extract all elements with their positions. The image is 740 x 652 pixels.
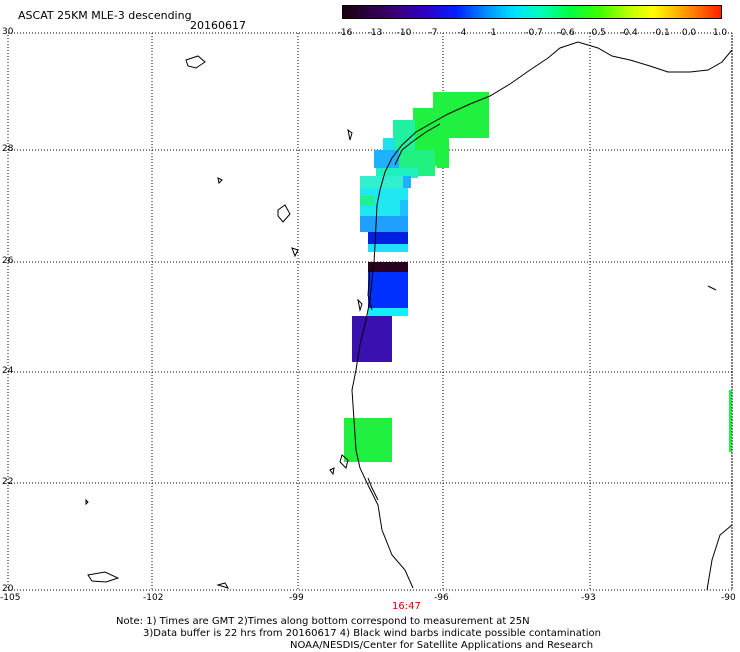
chart-title: ASCAT 25KM MLE-3 descending — [18, 9, 192, 22]
colorbar-label: -16 — [337, 28, 353, 38]
colorbar-label: -0.6 — [557, 28, 575, 38]
chart-date: 20160617 — [190, 19, 246, 32]
lon-label: -99 — [289, 593, 304, 603]
colorbar-label: 1.0 — [712, 28, 728, 38]
colorbar — [342, 5, 722, 19]
lon-label: -105 — [0, 593, 21, 603]
lon-label: -102 — [143, 593, 164, 603]
colorbar-label: -1 — [487, 28, 497, 38]
lon-label: -96 — [434, 593, 449, 603]
note-line-1: Note: 1) Times are GMT 2)Times along bot… — [116, 616, 530, 627]
colorbar-label: -0.1 — [652, 28, 670, 38]
lat-label: 22 — [2, 477, 14, 487]
colorbar-label: -0.5 — [588, 28, 606, 38]
colorbar-label: -10 — [396, 28, 412, 38]
lat-label: 26 — [2, 256, 14, 266]
colorbar-label: 0.0 — [681, 28, 697, 38]
coastline — [85, 41, 733, 591]
lat-label: 24 — [2, 366, 14, 376]
lat-label: 20 — [2, 584, 14, 594]
swath-cells — [344, 92, 732, 462]
lon-label: -90 — [721, 593, 736, 603]
colorbar-label: -7 — [428, 28, 438, 38]
lat-label: 30 — [2, 27, 14, 37]
note-line-2: 3)Data buffer is 22 hrs from 20160617 4)… — [143, 628, 601, 639]
colorbar-label: -0.4 — [620, 28, 638, 38]
time-label: 16:47 — [392, 601, 421, 612]
note-line-3: NOAA/NESDIS/Center for Satellite Applica… — [290, 640, 594, 651]
lon-label: -93 — [581, 593, 596, 603]
colorbar-label: -0.7 — [525, 28, 543, 38]
lat-label: 28 — [2, 144, 14, 154]
colorbar-label: -4 — [457, 28, 467, 38]
colorbar-label: -13 — [367, 28, 383, 38]
